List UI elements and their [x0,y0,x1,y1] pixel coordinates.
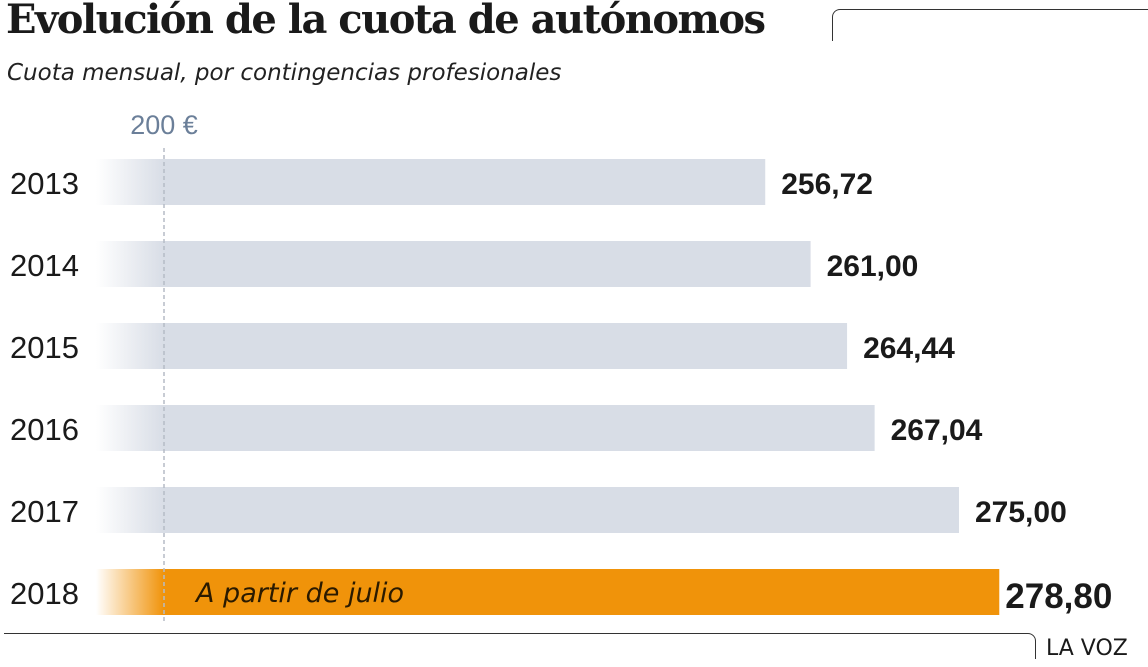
category-label: 2018 [10,576,79,611]
category-label: 2014 [10,248,79,283]
bar [164,569,1000,615]
bar-fade [96,569,164,615]
title-bracket [832,9,1148,41]
chart-subtitle: Cuota mensual, por contingencias profesi… [7,60,562,86]
reference-label: 200 € [130,110,198,140]
bar [164,241,811,287]
category-label: 2016 [10,412,79,447]
chart-title: Evolución de la cuota de autónomos [6,0,766,43]
value-label: 275,00 [975,496,1067,529]
value-label: 278,80 [1005,577,1112,616]
value-label: 267,04 [891,414,983,447]
bar [164,323,848,369]
value-label: 256,72 [781,168,873,201]
value-label: 264,44 [863,332,955,365]
category-label: 2015 [10,330,79,365]
bar-fade [96,487,164,533]
source-label: LA VOZ [1046,636,1128,661]
bar [164,405,875,451]
bar-fade [96,323,164,369]
bar-fade [96,159,164,205]
bar [164,159,766,205]
category-label: 2013 [10,166,79,201]
category-label: 2017 [10,494,79,529]
value-label: 261,00 [827,250,919,283]
bar-annotation: A partir de julio [194,578,404,609]
footer-rule [4,633,1036,659]
bar-fade [96,405,164,451]
bar [164,487,959,533]
bar-fade [96,241,164,287]
